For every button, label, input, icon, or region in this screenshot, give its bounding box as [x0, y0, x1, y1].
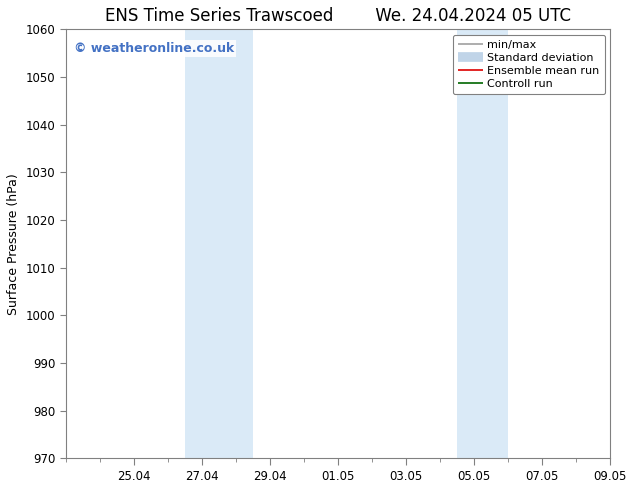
Bar — [457, 29, 508, 458]
Bar — [457, 29, 508, 458]
Y-axis label: Surface Pressure (hPa): Surface Pressure (hPa) — [7, 173, 20, 315]
Title: ENS Time Series Trawscoed        We. 24.04.2024 05 UTC: ENS Time Series Trawscoed We. 24.04.2024… — [105, 7, 571, 25]
Text: © weatheronline.co.uk: © weatheronline.co.uk — [74, 42, 234, 55]
Bar — [185, 29, 253, 458]
Legend: min/max, Standard deviation, Ensemble mean run, Controll run: min/max, Standard deviation, Ensemble me… — [453, 35, 605, 94]
Bar — [185, 29, 253, 458]
